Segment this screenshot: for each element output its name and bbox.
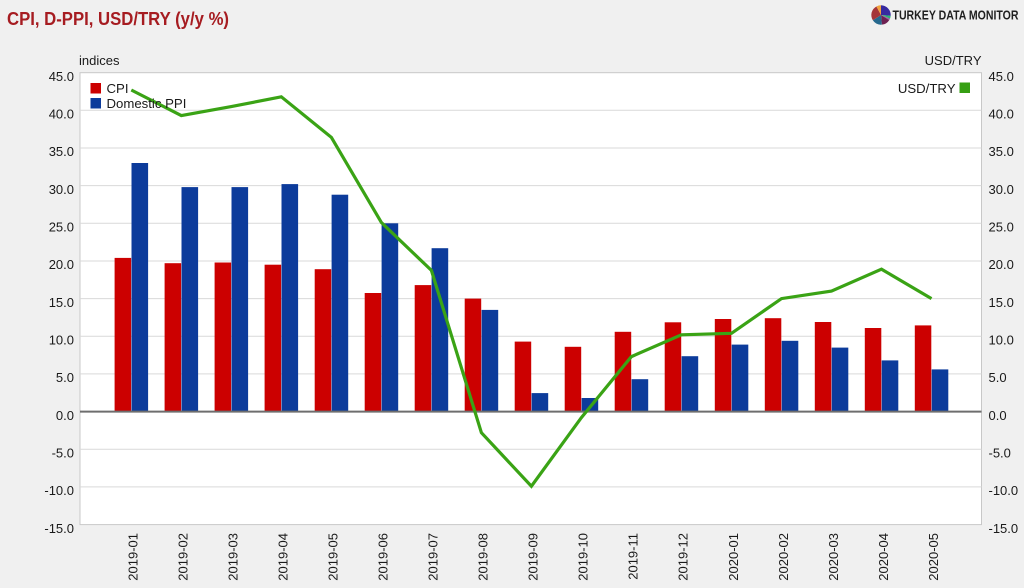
svg-text:2020-01: 2020-01	[726, 533, 741, 581]
svg-text:35.0: 35.0	[49, 144, 74, 159]
svg-text:0.0: 0.0	[56, 408, 74, 423]
svg-text:10.0: 10.0	[989, 333, 1014, 348]
svg-text:2019-08: 2019-08	[476, 533, 491, 581]
svg-text:40.0: 40.0	[989, 107, 1014, 122]
svg-text:25.0: 25.0	[989, 220, 1014, 235]
svg-text:-5.0: -5.0	[52, 446, 74, 461]
svg-text:15.0: 15.0	[989, 295, 1014, 310]
svg-text:2019-10: 2019-10	[576, 533, 591, 581]
svg-text:Domestic PPI: Domestic PPI	[107, 96, 187, 111]
svg-text:2019-02: 2019-02	[176, 533, 191, 581]
svg-text:2019-11: 2019-11	[626, 533, 641, 580]
svg-text:45.0: 45.0	[989, 69, 1014, 84]
svg-text:2020-04: 2020-04	[876, 533, 891, 581]
svg-text:-10.0: -10.0	[989, 483, 1019, 498]
svg-text:USD/TRY: USD/TRY	[898, 81, 956, 96]
svg-text:15.0: 15.0	[49, 295, 74, 310]
svg-text:2020-03: 2020-03	[826, 533, 841, 581]
svg-text:2019-09: 2019-09	[526, 533, 541, 581]
svg-text:20.0: 20.0	[49, 257, 74, 272]
svg-text:TURKEY DATA MONITOR: TURKEY DATA MONITOR	[893, 8, 1019, 23]
svg-text:-10.0: -10.0	[44, 483, 74, 498]
svg-text:CPI: CPI	[107, 81, 129, 96]
svg-text:2019-07: 2019-07	[426, 533, 441, 581]
svg-text:2019-05: 2019-05	[326, 533, 341, 581]
svg-text:2020-05: 2020-05	[926, 533, 941, 581]
svg-text:2019-03: 2019-03	[226, 533, 241, 581]
svg-text:2019-12: 2019-12	[676, 533, 691, 581]
svg-text:USD/TRY: USD/TRY	[925, 53, 982, 68]
svg-text:2019-01: 2019-01	[126, 533, 141, 581]
svg-text:25.0: 25.0	[49, 220, 74, 235]
svg-text:-5.0: -5.0	[989, 446, 1011, 461]
svg-text:30.0: 30.0	[989, 182, 1014, 197]
svg-text:indices: indices	[79, 53, 120, 68]
svg-text:-15.0: -15.0	[989, 521, 1019, 536]
svg-text:0.0: 0.0	[989, 408, 1007, 423]
svg-text:30.0: 30.0	[49, 182, 74, 197]
svg-text:20.0: 20.0	[989, 257, 1014, 272]
svg-text:2019-06: 2019-06	[376, 533, 391, 581]
svg-text:5.0: 5.0	[56, 370, 74, 385]
svg-text:CPI, D-PPI, USD/TRY (y/y %): CPI, D-PPI, USD/TRY (y/y %)	[7, 9, 229, 29]
svg-text:2020-02: 2020-02	[776, 533, 791, 581]
svg-text:45.0: 45.0	[49, 69, 74, 84]
svg-text:10.0: 10.0	[49, 333, 74, 348]
svg-text:35.0: 35.0	[989, 144, 1014, 159]
svg-text:2019-04: 2019-04	[276, 533, 291, 581]
svg-text:5.0: 5.0	[989, 370, 1007, 385]
svg-text:40.0: 40.0	[49, 107, 74, 122]
svg-text:-15.0: -15.0	[44, 521, 74, 536]
